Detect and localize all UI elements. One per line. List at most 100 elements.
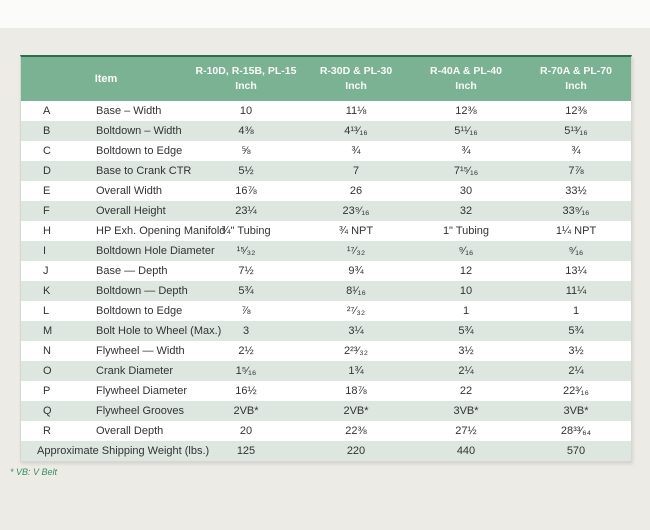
row-value: 12 xyxy=(459,265,473,277)
row-value: 22⅜ xyxy=(345,425,367,437)
row-label: Boltdown to Edge xyxy=(96,305,183,317)
column-header-model-2: R-30D & PL-30 Inch xyxy=(301,64,411,94)
row-letter: A xyxy=(43,105,51,117)
spec-table-body: A Base – Width 10 11⅛ 12⅜ 12⅜ B Boltdown… xyxy=(21,101,631,461)
table-row: D Base to Crank CTR 5½ 7 7¹⁵⁄₁₆ 7⅞ xyxy=(21,161,631,181)
row-value: ¹⁷⁄₃₂ xyxy=(346,245,366,257)
row-value: 1 xyxy=(462,305,470,317)
row-value: 5¹¹⁄₁₆ xyxy=(454,125,478,137)
row-value: 1⁵⁄₁₆ xyxy=(235,365,257,377)
row-value: 2²³⁄₃₂ xyxy=(343,345,369,357)
row-label: Approximate Shipping Weight (lbs.) xyxy=(37,445,210,457)
unit-label: Inch xyxy=(565,80,587,92)
row-value: 16⅞ xyxy=(235,185,257,197)
item-cell: F Overall Height xyxy=(21,205,191,217)
row-value: 26 xyxy=(349,185,363,197)
row-value: 8¹⁄₁₆ xyxy=(346,285,366,297)
row-letter: L xyxy=(43,305,50,317)
row-value: 13¼ xyxy=(565,265,587,277)
item-cell: Q Flywheel Grooves xyxy=(21,405,191,417)
row-label: Base – Width xyxy=(96,105,162,117)
row-value: 5¾ xyxy=(568,325,584,337)
row-value: 2½ xyxy=(238,345,254,357)
row-value: 16½ xyxy=(235,385,257,397)
model-name: R-70A & PL-70 xyxy=(540,64,612,77)
table-row: B Boltdown – Width 4⅜ 4¹³⁄₁₆ 5¹¹⁄₁₆ 5¹³⁄… xyxy=(21,121,631,141)
row-label: Boltdown to Edge xyxy=(96,145,183,157)
row-value: ¾" Tubing xyxy=(221,225,271,237)
item-cell: O Crank Diameter xyxy=(21,365,191,377)
row-value: 33⁹⁄₁₆ xyxy=(562,205,590,217)
model-name: R-30D & PL-30 xyxy=(319,64,393,77)
item-cell: B Boltdown – Width xyxy=(21,125,191,137)
row-value: 10 xyxy=(459,285,473,297)
item-cell: C Boltdown to Edge xyxy=(21,145,191,157)
row-letter: M xyxy=(43,325,53,337)
row-letter: I xyxy=(43,245,47,257)
row-value: 32 xyxy=(459,205,473,217)
table-row: P Flywheel Diameter 16½ 18⅞ 22 22³⁄₁₆ xyxy=(21,381,631,401)
row-letter: J xyxy=(43,265,49,277)
table-row: M Bolt Hole to Wheel (Max.) 3 3¼ 5¾ 5¾ xyxy=(21,321,631,341)
table-row: K Boltdown — Depth 5¾ 8¹⁄₁₆ 10 11¼ xyxy=(21,281,631,301)
row-label: Boltdown Hole Diameter xyxy=(96,245,215,257)
table-row: Q Flywheel Grooves 2VB* 2VB* 3VB* 3VB* xyxy=(21,401,631,421)
row-value: 7¹⁵⁄₁₆ xyxy=(453,165,479,177)
row-letter: C xyxy=(43,145,51,157)
row-value: 1 xyxy=(572,305,580,317)
item-cell: E Overall Width xyxy=(21,185,191,197)
column-header-model-4: R-70A & PL-70 Inch xyxy=(521,64,631,94)
row-value: 2¼ xyxy=(568,365,584,377)
row-value: 2VB* xyxy=(343,405,369,417)
row-value: 11¼ xyxy=(565,285,587,297)
unit-label: Inch xyxy=(455,80,477,92)
row-value: 22 xyxy=(459,385,473,397)
column-header-model-3: R-40A & PL-40 Inch xyxy=(411,64,521,94)
row-value: 2¼ xyxy=(458,365,474,377)
row-value: 9¾ xyxy=(348,265,364,277)
column-header-model-1: R-10D, R-15B, PL-15 Inch xyxy=(191,64,301,94)
row-letter: Q xyxy=(43,405,52,417)
row-label: Overall Width xyxy=(96,185,163,197)
item-cell: H HP Exh. Opening Manifold xyxy=(21,225,225,237)
row-value: 7⅞ xyxy=(568,165,584,177)
row-letter: D xyxy=(43,165,51,177)
row-label: Boltdown — Depth xyxy=(96,285,188,297)
row-value: 28³³⁄₆₄ xyxy=(560,425,592,437)
unit-label: Inch xyxy=(235,80,257,92)
item-cell: K Boltdown — Depth xyxy=(21,285,191,297)
row-value: ²⁷⁄₃₂ xyxy=(346,305,366,317)
row-value: 1" Tubing xyxy=(442,225,490,237)
row-value: 1¾ xyxy=(348,365,364,377)
row-value: 3VB* xyxy=(453,405,479,417)
row-value: ⅝ xyxy=(241,145,251,157)
row-letter: O xyxy=(43,365,52,377)
item-cell: A Base – Width xyxy=(21,105,191,117)
table-row: F Overall Height 23¼ 23⁹⁄₁₆ 32 33⁹⁄₁₆ xyxy=(21,201,631,221)
row-value: ⁹⁄₁₆ xyxy=(568,245,584,257)
item-cell: M Bolt Hole to Wheel (Max.) xyxy=(21,325,221,337)
row-value: 11⅛ xyxy=(345,105,367,117)
row-value: ¾ xyxy=(351,145,361,157)
table-row: Approximate Shipping Weight (lbs.) 125 2… xyxy=(21,441,631,461)
column-header-item: Item xyxy=(94,73,118,85)
row-value: 5½ xyxy=(238,165,254,177)
model-name: R-40A & PL-40 xyxy=(430,64,502,77)
item-cell: I Boltdown Hole Diameter xyxy=(21,245,215,257)
row-value: 3½ xyxy=(458,345,474,357)
row-label: Overall Depth xyxy=(96,425,164,437)
table-row: I Boltdown Hole Diameter ¹⁵⁄₃₂ ¹⁷⁄₃₂ ⁹⁄₁… xyxy=(21,241,631,261)
row-letter: B xyxy=(43,125,51,137)
footnote: * VB: V Belt xyxy=(10,467,58,477)
row-value: 33½ xyxy=(565,185,587,197)
row-letter: P xyxy=(43,385,51,397)
row-label: Bolt Hole to Wheel (Max.) xyxy=(96,325,222,337)
row-value: 22³⁄₁₆ xyxy=(563,385,589,397)
row-value: 12⅜ xyxy=(565,105,587,117)
row-letter: E xyxy=(43,185,51,197)
row-value: 23⁹⁄₁₆ xyxy=(342,205,370,217)
row-label: Flywheel Diameter xyxy=(96,385,188,397)
row-value: 18⅞ xyxy=(345,385,367,397)
item-cell: L Boltdown to Edge xyxy=(21,305,191,317)
